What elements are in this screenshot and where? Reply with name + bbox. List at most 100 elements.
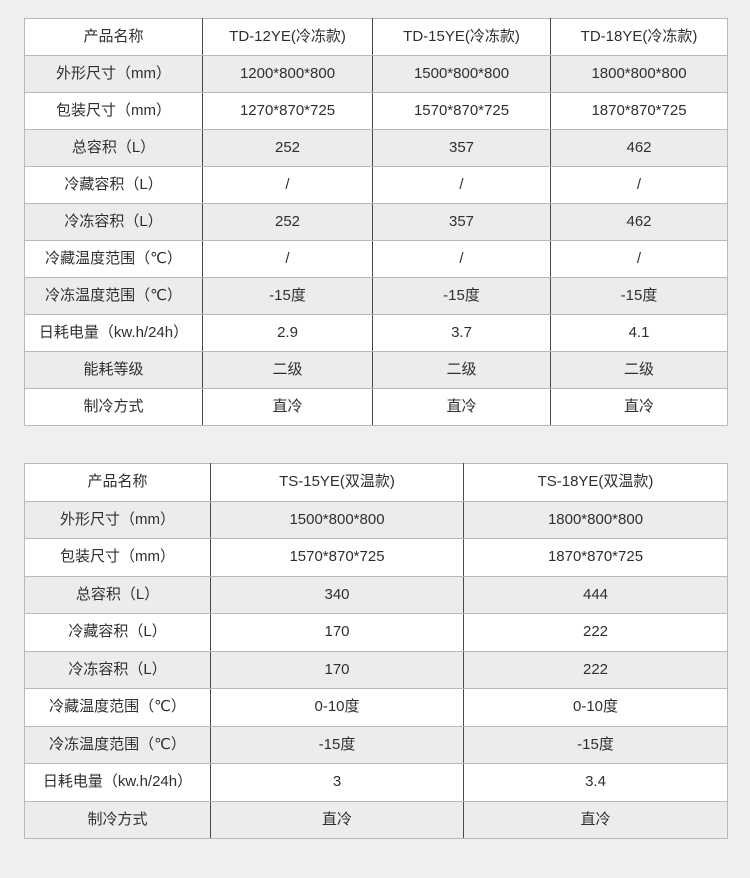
- table-cell: -15度: [550, 277, 728, 315]
- freezer-spec-table: 产品名称 TD-12YE(冷冻款) TD-15YE(冷冻款) TD-18YE(冷冻款)…: [24, 18, 728, 426]
- table-cell: 252: [202, 203, 373, 241]
- table-row: 日耗电量（kw.h/24h） 2.9 3.7 4.1: [24, 314, 728, 352]
- table-cell: 直冷: [202, 388, 373, 426]
- table-cell: 357: [372, 129, 551, 167]
- column-header-model: TD-12YE(冷冻款): [202, 18, 373, 56]
- table-row: 冷藏容积（L） 170 222: [24, 613, 728, 652]
- table-cell: /: [550, 240, 728, 278]
- freezer-table-body: 产品名称 TD-12YE(冷冻款) TD-15YE(冷冻款) TD-18YE(冷冻款)…: [24, 18, 728, 426]
- row-label: 包装尺寸（mm）: [24, 538, 211, 577]
- column-header-model: TD-15YE(冷冻款): [372, 18, 551, 56]
- row-label: 制冷方式: [24, 388, 203, 426]
- table-row: 总容积（L） 252 357 462: [24, 129, 728, 167]
- table-cell: 直冷: [550, 388, 728, 426]
- table-cell: 1800*800*800: [463, 500, 728, 539]
- table-row: 冷冻容积（L） 252 357 462: [24, 203, 728, 241]
- table-cell: 444: [463, 575, 728, 614]
- row-label: 制冷方式: [24, 800, 211, 839]
- column-header-product-name: 产品名称: [24, 463, 211, 502]
- table-row: 包装尺寸（mm） 1570*870*725 1870*870*725: [24, 538, 728, 577]
- table-cell: 170: [210, 650, 464, 689]
- table-cell: 3.4: [463, 763, 728, 802]
- table-cell: /: [372, 166, 551, 204]
- table-cell: 2.9: [202, 314, 373, 352]
- row-label: 能耗等级: [24, 351, 203, 389]
- table-header-row: 产品名称 TD-12YE(冷冻款) TD-15YE(冷冻款) TD-18YE(冷冻款): [24, 18, 728, 56]
- table-cell: -15度: [210, 725, 464, 764]
- row-label: 冷冻温度范围（℃）: [24, 725, 211, 764]
- column-header-model: TS-15YE(双温款): [210, 463, 464, 502]
- table-cell: 3.7: [372, 314, 551, 352]
- table-cell: 1800*800*800: [550, 55, 728, 93]
- table-cell: 1270*870*725: [202, 92, 373, 130]
- table-cell: /: [372, 240, 551, 278]
- table-cell: 4.1: [550, 314, 728, 352]
- table-row: 外形尺寸（mm） 1200*800*800 1500*800*800 1800*800…: [24, 55, 728, 93]
- row-label: 总容积（L）: [24, 575, 211, 614]
- row-label: 冷藏容积（L）: [24, 166, 203, 204]
- row-label: 包装尺寸（mm）: [24, 92, 203, 130]
- table-row: 冷藏温度范围（℃） 0-10度 0-10度: [24, 688, 728, 727]
- column-header-model: TD-18YE(冷冻款): [550, 18, 728, 56]
- table-cell: 二级: [202, 351, 373, 389]
- table-cell: 二级: [550, 351, 728, 389]
- table-cell: 170: [210, 613, 464, 652]
- table-cell: 直冷: [463, 800, 728, 839]
- table-cell: 直冷: [372, 388, 551, 426]
- table-row: 冷藏温度范围（℃） / / /: [24, 240, 728, 278]
- row-label: 总容积（L）: [24, 129, 203, 167]
- table-row: 外形尺寸（mm） 1500*800*800 1800*800*800: [24, 500, 728, 539]
- table-cell: 二级: [372, 351, 551, 389]
- dual-temp-table-body: 产品名称 TS-15YE(双温款) TS-18YE(双温款) 外形尺寸（mm） 1500…: [24, 463, 728, 839]
- table-cell: 3: [210, 763, 464, 802]
- table-cell: 222: [463, 613, 728, 652]
- table-cell: /: [202, 240, 373, 278]
- row-label: 外形尺寸（mm）: [24, 55, 203, 93]
- table-row: 包装尺寸（mm） 1270*870*725 1570*870*725 1870*870…: [24, 92, 728, 130]
- table-cell: 1500*800*800: [210, 500, 464, 539]
- row-label: 日耗电量（kw.h/24h）: [24, 314, 203, 352]
- row-label: 外形尺寸（mm）: [24, 500, 211, 539]
- table-cell: 462: [550, 129, 728, 167]
- table-cell: 340: [210, 575, 464, 614]
- row-label: 冷冻容积（L）: [24, 650, 211, 689]
- table-row: 能耗等级 二级 二级 二级: [24, 351, 728, 389]
- table-cell: 1570*870*725: [210, 538, 464, 577]
- table-cell: 1870*870*725: [463, 538, 728, 577]
- table-cell: -15度: [202, 277, 373, 315]
- dual-temp-spec-table: 产品名称 TS-15YE(双温款) TS-18YE(双温款) 外形尺寸（mm） 1500…: [24, 463, 728, 839]
- table-cell: 1870*870*725: [550, 92, 728, 130]
- column-header-model: TS-18YE(双温款): [463, 463, 728, 502]
- row-label: 冷冻温度范围（℃）: [24, 277, 203, 315]
- table-cell: 252: [202, 129, 373, 167]
- table-cell: 1570*870*725: [372, 92, 551, 130]
- table-cell: 1200*800*800: [202, 55, 373, 93]
- row-label: 冷藏温度范围（℃）: [24, 240, 203, 278]
- table-row: 冷冻温度范围（℃） -15度 -15度 -15度: [24, 277, 728, 315]
- table-cell: /: [202, 166, 373, 204]
- table-cell: 直冷: [210, 800, 464, 839]
- table-header-row: 产品名称 TS-15YE(双温款) TS-18YE(双温款): [24, 463, 728, 502]
- table-row: 制冷方式 直冷 直冷 直冷: [24, 388, 728, 426]
- table-cell: /: [550, 166, 728, 204]
- row-label: 冷藏容积（L）: [24, 613, 211, 652]
- column-header-product-name: 产品名称: [24, 18, 203, 56]
- table-cell: 462: [550, 203, 728, 241]
- table-row: 制冷方式 直冷 直冷: [24, 800, 728, 839]
- table-row: 日耗电量（kw.h/24h） 3 3.4: [24, 763, 728, 802]
- table-cell: 0-10度: [463, 688, 728, 727]
- table-cell: 222: [463, 650, 728, 689]
- row-label: 日耗电量（kw.h/24h）: [24, 763, 211, 802]
- table-cell: -15度: [463, 725, 728, 764]
- table-row: 冷藏容积（L） / / /: [24, 166, 728, 204]
- row-label: 冷冻容积（L）: [24, 203, 203, 241]
- table-cell: -15度: [372, 277, 551, 315]
- table-cell: 1500*800*800: [372, 55, 551, 93]
- table-cell: 0-10度: [210, 688, 464, 727]
- table-cell: 357: [372, 203, 551, 241]
- table-row: 冷冻容积（L） 170 222: [24, 650, 728, 689]
- table-row: 总容积（L） 340 444: [24, 575, 728, 614]
- table-row: 冷冻温度范围（℃） -15度 -15度: [24, 725, 728, 764]
- row-label: 冷藏温度范围（℃）: [24, 688, 211, 727]
